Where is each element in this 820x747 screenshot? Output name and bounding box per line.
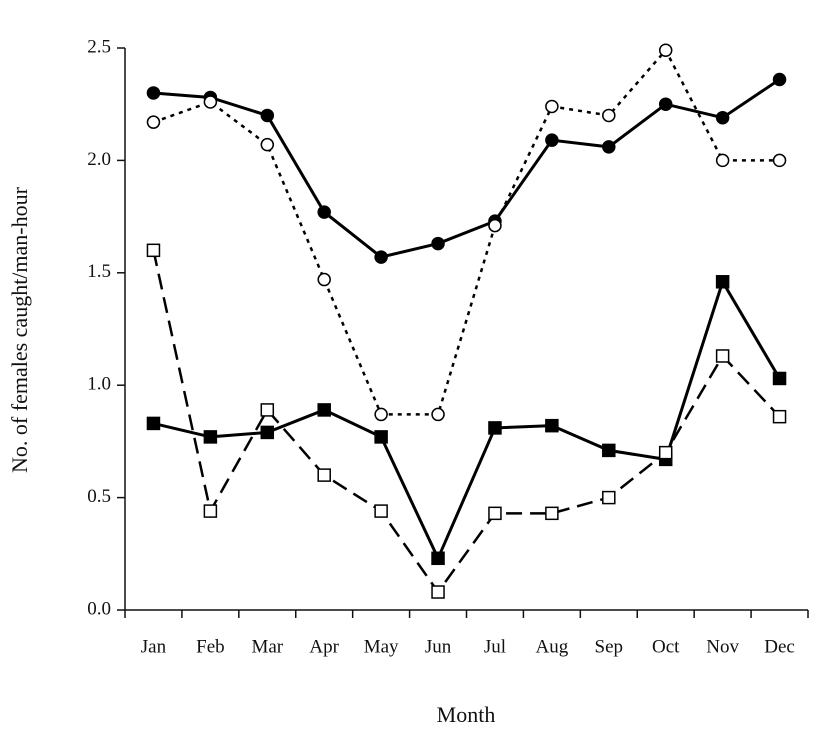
series-line bbox=[153, 278, 781, 562]
point bbox=[317, 468, 331, 482]
x-tick-label: Mar bbox=[251, 636, 283, 657]
point bbox=[658, 97, 673, 111]
x-tick-label: Aug bbox=[536, 636, 569, 657]
point bbox=[317, 403, 331, 417]
point bbox=[374, 407, 388, 422]
y-axis-title: No. of females caught/man-hour bbox=[7, 186, 32, 473]
point bbox=[203, 95, 218, 109]
y-tick-label: 2.5 bbox=[87, 36, 111, 57]
x-tick-label: Sep bbox=[595, 636, 624, 657]
point bbox=[772, 371, 787, 386]
point bbox=[602, 443, 616, 458]
x-tick-label: Jan bbox=[141, 636, 167, 657]
point bbox=[260, 137, 275, 152]
x-tick-label: May bbox=[364, 636, 399, 657]
y-tick-label: 0.0 bbox=[87, 598, 111, 619]
x-axis-title: Month bbox=[437, 702, 496, 727]
point bbox=[146, 86, 161, 100]
point bbox=[203, 504, 218, 518]
point bbox=[658, 445, 673, 460]
point bbox=[488, 218, 502, 233]
point bbox=[374, 430, 388, 444]
point bbox=[602, 140, 616, 154]
point bbox=[488, 421, 502, 435]
x-tick-label: Feb bbox=[196, 636, 225, 657]
point bbox=[772, 153, 787, 168]
point bbox=[260, 403, 275, 417]
point bbox=[488, 506, 502, 521]
point bbox=[545, 418, 559, 433]
x-tick-label: Oct bbox=[652, 636, 680, 657]
point bbox=[146, 115, 161, 129]
x-tick-label: Apr bbox=[309, 636, 339, 657]
series-line bbox=[152, 250, 781, 595]
point bbox=[431, 236, 445, 251]
point bbox=[715, 349, 730, 363]
point bbox=[431, 585, 445, 599]
point bbox=[260, 425, 275, 440]
point bbox=[431, 551, 445, 566]
point bbox=[602, 108, 616, 123]
point bbox=[146, 416, 161, 431]
point bbox=[146, 243, 161, 258]
point bbox=[715, 153, 730, 168]
x-tick-label: Nov bbox=[706, 636, 739, 657]
point bbox=[545, 99, 559, 114]
point bbox=[374, 504, 388, 518]
series-line bbox=[153, 48, 780, 416]
x-tick-label: Jul bbox=[484, 636, 506, 657]
point bbox=[545, 133, 559, 147]
point bbox=[772, 409, 787, 424]
y-tick-label: 0.5 bbox=[87, 486, 111, 507]
point bbox=[658, 43, 673, 57]
y-tick-label: 1.5 bbox=[87, 261, 111, 282]
point bbox=[374, 250, 388, 264]
point bbox=[317, 272, 331, 287]
point bbox=[431, 407, 445, 422]
point bbox=[715, 110, 730, 125]
x-tick-label: Dec bbox=[764, 636, 795, 657]
point bbox=[772, 72, 787, 87]
point bbox=[317, 205, 331, 219]
point bbox=[260, 108, 275, 123]
series-line bbox=[153, 78, 781, 259]
point bbox=[545, 506, 559, 521]
x-tick-label: Jun bbox=[425, 636, 452, 657]
point bbox=[203, 430, 218, 444]
y-tick-label: 2.0 bbox=[87, 149, 111, 170]
point bbox=[715, 275, 730, 289]
y-tick-label: 1.0 bbox=[87, 374, 111, 395]
point bbox=[602, 490, 616, 505]
